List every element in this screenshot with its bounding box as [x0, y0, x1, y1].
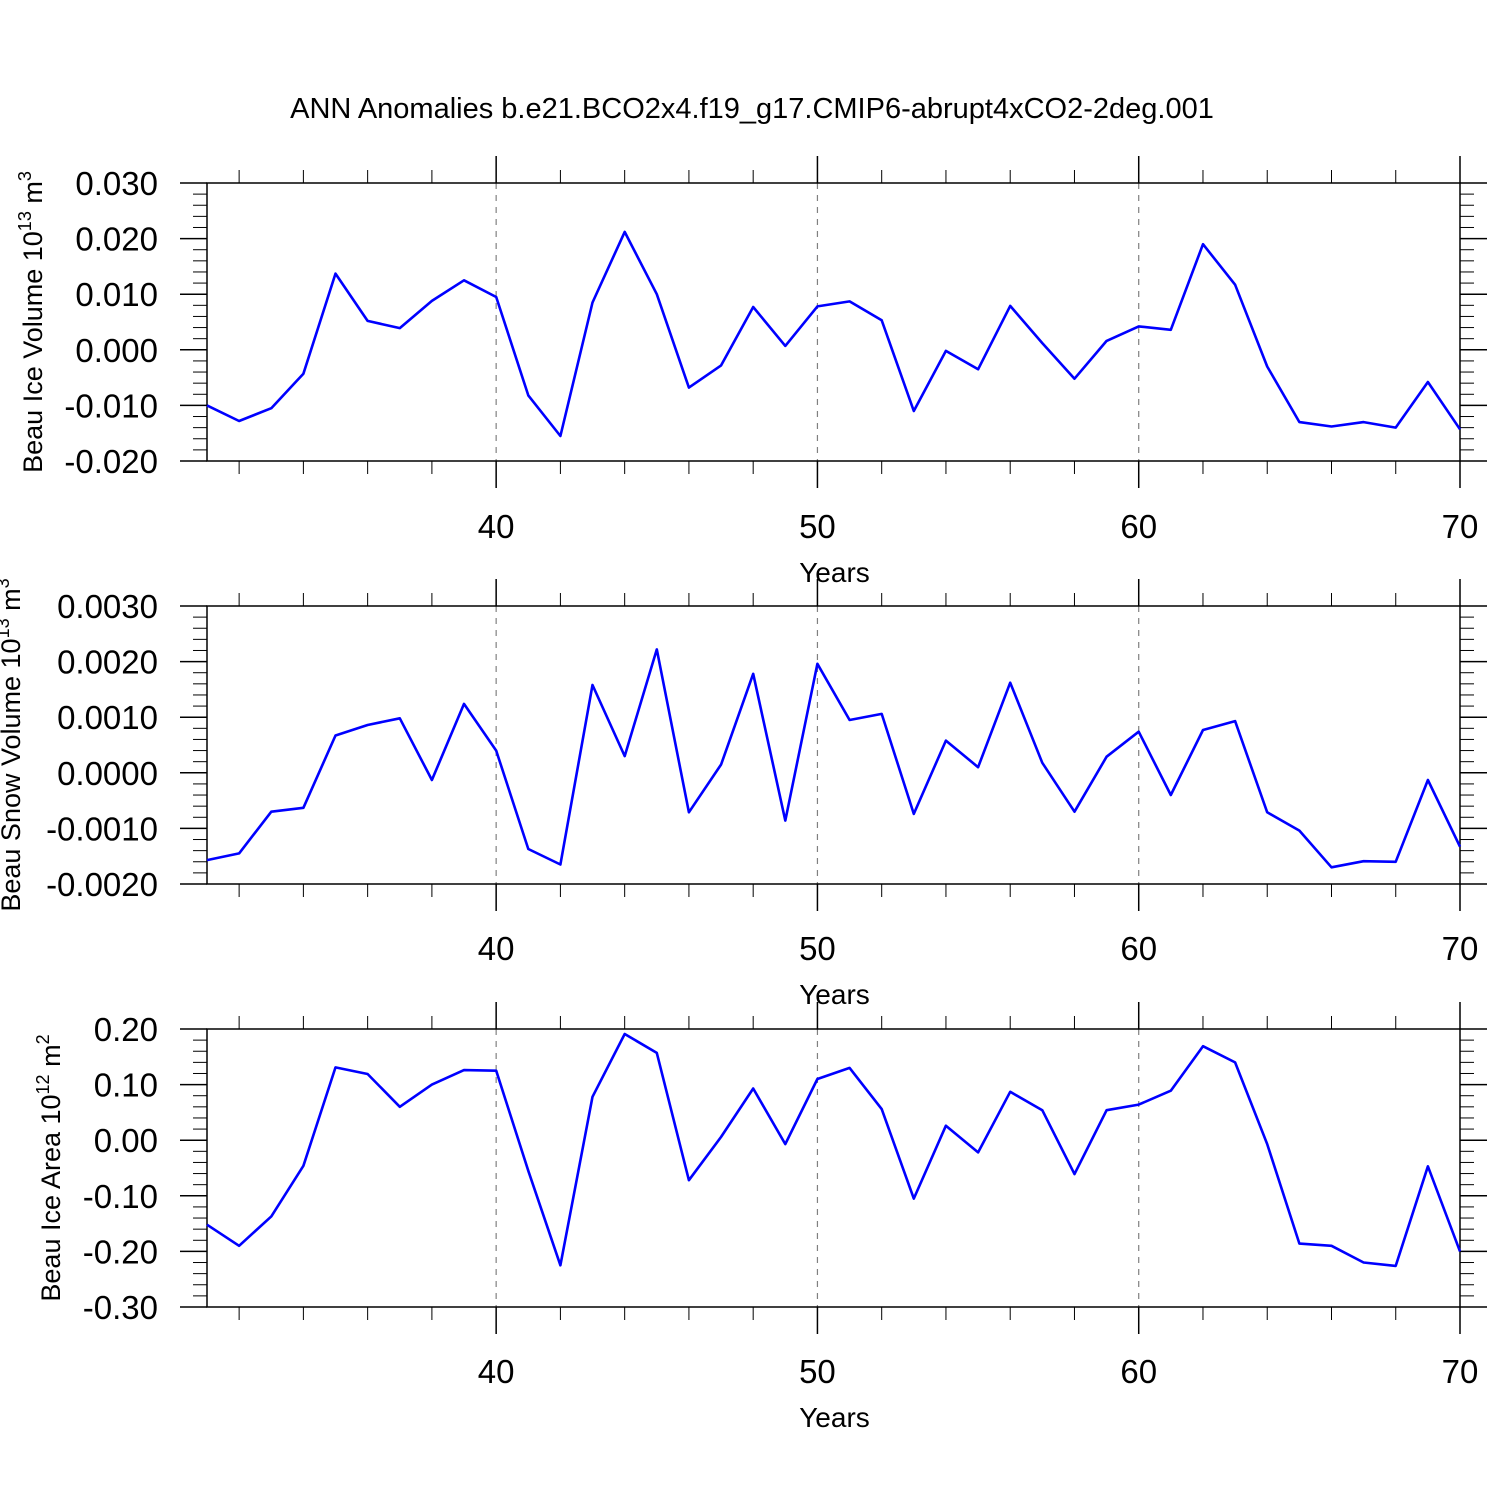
- y-tick-label: 0.010: [75, 276, 158, 313]
- x-tick-label: 50: [799, 1353, 836, 1390]
- y-tick-label: 0.00: [94, 1122, 158, 1159]
- plot-frame: [206, 182, 1461, 462]
- chart-title: ANN Anomalies b.e21.BCO2x4.f19_g17.CMIP6…: [290, 93, 1214, 125]
- x-tick-label: 70: [1442, 1353, 1479, 1390]
- x-tick-label: 50: [799, 930, 836, 967]
- x-tick-label: 60: [1120, 930, 1157, 967]
- x-axis-label: Years: [799, 979, 870, 1010]
- y-tick-label: 0.0020: [57, 644, 158, 681]
- x-tick-label: 40: [478, 508, 515, 545]
- x-tick-label: 50: [799, 508, 836, 545]
- x-axis-label: Years: [799, 1402, 870, 1433]
- y-tick-label: -0.020: [64, 443, 158, 480]
- y-tick-label: -0.30: [83, 1289, 158, 1326]
- x-tick-label: 40: [478, 1353, 515, 1390]
- y-axis-label: Beau Ice Area 1012 m2: [33, 1034, 66, 1301]
- y-axis-label: Beau Snow Volume 1013 m3: [0, 578, 26, 911]
- series-line: [206, 648, 1462, 869]
- plot-frame: [206, 605, 1461, 885]
- y-tick-label: 0.0010: [57, 699, 158, 736]
- x-tick-label: 70: [1442, 930, 1479, 967]
- series-line: [206, 1032, 1462, 1268]
- y-tick-label: -0.010: [64, 387, 158, 424]
- y-tick-label: 0.10: [94, 1067, 158, 1104]
- y-tick-label: -0.20: [83, 1233, 158, 1270]
- panel-2: -0.0020 -0.0010 0.0000 0.0010 0.0020 0.0030 40…: [0, 578, 1487, 1010]
- y-tick-label: -0.10: [83, 1178, 158, 1215]
- y-tick-label: 0.030: [75, 165, 158, 202]
- y-tick-label: 0.0030: [57, 588, 158, 625]
- y-axis-label: Beau Ice Volume 1013 m3: [15, 171, 48, 473]
- y-tick-label: -0.0020: [46, 866, 158, 903]
- x-tick-label: 60: [1120, 508, 1157, 545]
- panel-1: -0.020 -0.010 0.000 0.010 0.020 0.030 40 50 60 70…: [15, 156, 1487, 588]
- series-line: [206, 230, 1462, 438]
- panel-3: -0.30 -0.20 -0.10 0.00 0.10 0.20 40 50 60 70 Years…: [33, 1002, 1487, 1433]
- x-axis-label: Years: [799, 557, 870, 588]
- x-tick-label: 40: [478, 930, 515, 967]
- plot-frame: [206, 1028, 1461, 1308]
- y-tick-label: -0.0010: [46, 810, 158, 847]
- y-tick-label: 0.000: [75, 332, 158, 369]
- y-tick-label: 0.20: [94, 1011, 158, 1048]
- x-tick-label: 60: [1120, 1353, 1157, 1390]
- y-tick-label: 0.020: [75, 221, 158, 258]
- x-tick-label: 70: [1442, 508, 1479, 545]
- y-tick-label: 0.0000: [57, 755, 158, 792]
